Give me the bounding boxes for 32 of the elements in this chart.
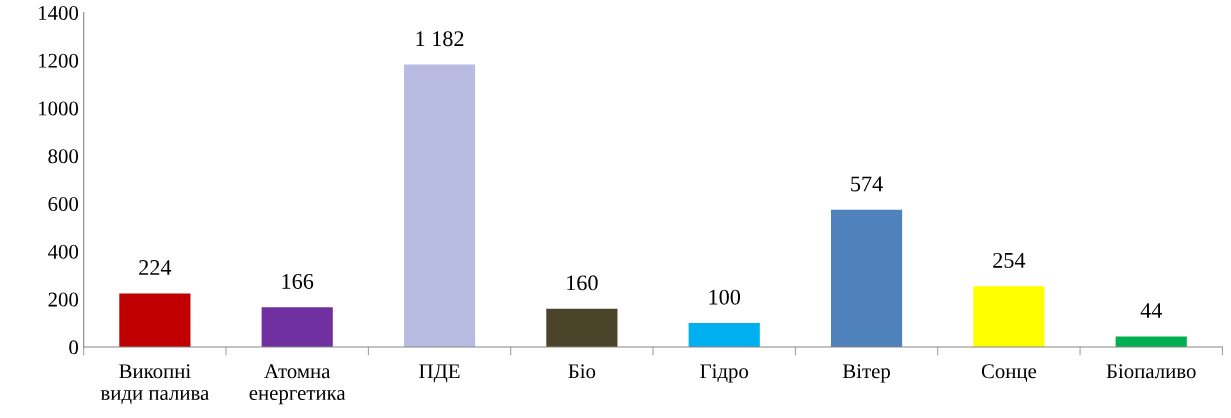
x-tick-label: Біопаливо	[1106, 364, 1196, 379]
data-label: 100	[709, 289, 741, 305]
x-tick-label: Гідро	[700, 364, 749, 383]
bar	[119, 293, 191, 347]
y-tick-label: 800	[48, 149, 79, 164]
data-label: 254	[993, 252, 1026, 268]
bar	[403, 64, 476, 347]
bar	[546, 308, 618, 347]
data-label: 166	[282, 273, 314, 289]
y-tick-label: 0	[69, 340, 79, 355]
bar	[688, 323, 760, 347]
data-label: 44	[1140, 303, 1162, 318]
x-tick-label: Вітер	[842, 364, 890, 383]
y-tick-label: 600	[48, 197, 79, 212]
data-label: 160	[567, 275, 598, 291]
data-label: 574	[851, 176, 883, 192]
bar	[830, 209, 903, 347]
data-label: 1 182	[416, 31, 464, 47]
x-tick-label: Сонце	[981, 364, 1037, 383]
x-tick-label: Біо	[568, 364, 596, 379]
bar	[973, 286, 1045, 347]
y-tick-label: 200	[48, 292, 79, 307]
bar	[261, 307, 333, 347]
y-tick-label: 400	[48, 244, 79, 259]
x-tick-label: Атомна енергетика	[249, 364, 346, 405]
data-label: 224	[139, 260, 172, 275]
y-tick-label: 1200	[39, 53, 79, 68]
bar	[1115, 336, 1187, 347]
y-tick-label: 1000	[39, 101, 79, 116]
x-tick-label: Викопні види палива	[100, 364, 210, 404]
x-tick-label: ПДЕ	[419, 364, 460, 383]
y-tick-label: 1400	[39, 5, 79, 20]
